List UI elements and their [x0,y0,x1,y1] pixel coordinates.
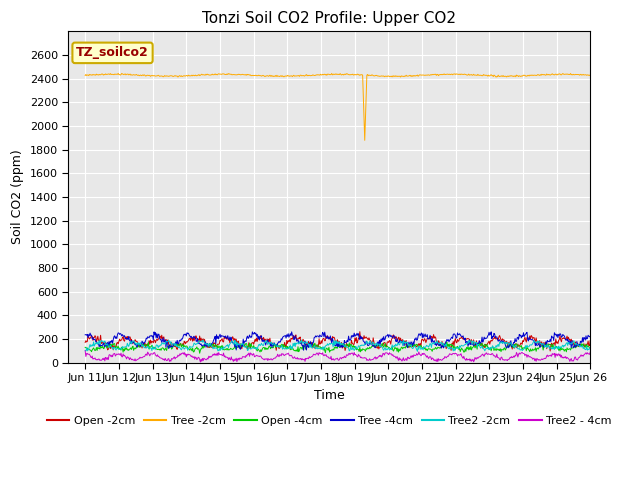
Open -2cm [547,348,554,354]
Tree -2cm [361,137,369,143]
Tree2 -2cm [413,348,421,354]
Tree2 - 4cm [90,356,98,361]
Title: Tonzi Soil CO2 Profile: Upper CO2: Tonzi Soil CO2 Profile: Upper CO2 [202,11,456,26]
Open -4cm [90,347,98,352]
Open -2cm [194,336,202,342]
Tree -2cm [90,72,98,78]
Y-axis label: Soil CO2 (ppm): Soil CO2 (ppm) [11,150,24,244]
Open -4cm [81,345,89,350]
Open -2cm [143,341,150,347]
Open -4cm [143,343,150,348]
Open -4cm [415,344,422,350]
Text: TZ_soilco2: TZ_soilco2 [76,47,149,60]
Open -2cm [586,337,594,343]
Open -2cm [81,339,89,345]
Open -2cm [90,335,98,340]
Legend: Open -2cm, Tree -2cm, Open -4cm, Tree -4cm, Tree2 -2cm, Tree2 - 4cm: Open -2cm, Tree -2cm, Open -4cm, Tree -4… [43,411,616,430]
Tree -2cm [586,72,594,78]
Tree2 -2cm [298,337,305,343]
Tree -2cm [81,72,89,78]
Open -4cm [400,345,408,350]
Tree -2cm [400,74,408,80]
Tree -4cm [414,333,422,339]
Open -4cm [222,347,230,352]
Tree2 - 4cm [143,351,150,357]
Tree -4cm [220,334,228,339]
Tree2 -2cm [586,344,594,350]
Tree -2cm [195,72,202,78]
Tree -4cm [81,332,89,337]
Tree2 -2cm [81,348,89,353]
Tree -4cm [399,338,407,344]
Tree -2cm [415,72,422,78]
Open -4cm [145,339,152,345]
Open -4cm [195,346,202,351]
X-axis label: Time: Time [314,389,345,402]
Line: Tree2 - 4cm: Tree2 - 4cm [85,351,590,362]
Tree2 -2cm [399,337,407,343]
Line: Open -2cm: Open -2cm [85,332,590,351]
Tree2 - 4cm [414,351,422,357]
Tree2 - 4cm [196,359,204,365]
Tree2 -2cm [415,347,422,352]
Line: Open -4cm: Open -4cm [85,342,590,353]
Tree -4cm [586,333,594,339]
Tree2 - 4cm [194,356,202,362]
Open -2cm [220,334,228,340]
Line: Tree2 -2cm: Tree2 -2cm [85,340,590,351]
Tree2 - 4cm [221,353,228,359]
Tree -2cm [221,72,228,77]
Line: Tree -2cm: Tree -2cm [85,73,590,140]
Tree2 -2cm [90,343,98,349]
Tree2 - 4cm [399,355,407,360]
Tree2 -2cm [194,341,202,347]
Tree2 - 4cm [586,349,594,355]
Tree -4cm [90,336,98,342]
Open -2cm [356,329,364,335]
Tree2 -2cm [220,345,228,351]
Open -2cm [399,339,407,345]
Line: Tree -4cm: Tree -4cm [85,332,590,350]
Tree -4cm [143,335,150,341]
Open -4cm [586,345,594,351]
Open -4cm [196,350,204,356]
Tree -4cm [194,336,202,341]
Tree -2cm [143,72,151,78]
Tree -4cm [487,329,495,335]
Tree2 - 4cm [81,348,89,354]
Tree2 -2cm [143,345,150,351]
Tree -4cm [300,348,307,353]
Tree -2cm [115,71,122,76]
Open -2cm [414,343,422,348]
